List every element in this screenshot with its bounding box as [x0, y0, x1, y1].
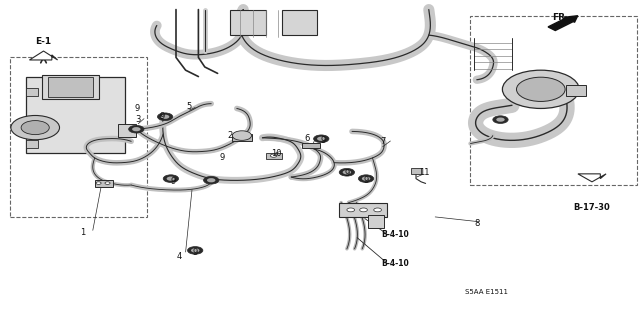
Text: 1: 1: [81, 228, 86, 237]
Circle shape: [11, 115, 60, 140]
Circle shape: [496, 117, 505, 122]
FancyBboxPatch shape: [118, 124, 136, 137]
FancyBboxPatch shape: [26, 140, 38, 148]
Text: E-1: E-1: [35, 37, 52, 46]
Text: 9: 9: [345, 169, 350, 178]
Circle shape: [362, 176, 371, 181]
Circle shape: [188, 247, 203, 254]
Circle shape: [271, 154, 277, 157]
Text: 8: 8: [474, 219, 479, 228]
Text: 9: 9: [135, 104, 140, 113]
Circle shape: [161, 115, 170, 119]
Text: S5AA E1511: S5AA E1511: [465, 289, 508, 295]
Circle shape: [314, 135, 329, 143]
Text: FR.: FR.: [552, 13, 568, 22]
Circle shape: [96, 182, 101, 184]
Text: 9: 9: [321, 136, 326, 145]
Circle shape: [207, 178, 216, 182]
Text: B-4-10: B-4-10: [381, 259, 408, 268]
Circle shape: [132, 127, 141, 131]
Circle shape: [204, 176, 219, 184]
FancyBboxPatch shape: [512, 77, 566, 105]
Text: 9: 9: [364, 176, 369, 185]
Text: B-17-30: B-17-30: [573, 203, 611, 212]
Text: 2: 2: [228, 131, 233, 140]
Circle shape: [129, 125, 144, 133]
Circle shape: [339, 168, 355, 176]
FancyBboxPatch shape: [230, 10, 266, 35]
Circle shape: [360, 208, 367, 212]
FancyBboxPatch shape: [48, 77, 93, 97]
Circle shape: [157, 113, 173, 121]
Text: 9: 9: [159, 112, 164, 121]
Bar: [10, 57, 147, 217]
Bar: [470, 16, 637, 185]
Circle shape: [191, 248, 200, 253]
FancyBboxPatch shape: [282, 10, 317, 35]
Circle shape: [317, 137, 326, 141]
Text: 7: 7: [380, 137, 385, 146]
FancyBboxPatch shape: [266, 153, 282, 159]
FancyBboxPatch shape: [302, 143, 320, 148]
FancyBboxPatch shape: [42, 75, 99, 99]
Circle shape: [493, 116, 508, 123]
Circle shape: [358, 175, 374, 182]
FancyBboxPatch shape: [411, 168, 421, 174]
Circle shape: [166, 176, 175, 181]
Polygon shape: [29, 51, 58, 60]
FancyBboxPatch shape: [26, 88, 38, 96]
Polygon shape: [578, 174, 606, 182]
Text: 10: 10: [271, 149, 282, 158]
Circle shape: [163, 175, 179, 182]
Circle shape: [21, 121, 49, 135]
Circle shape: [347, 208, 355, 212]
FancyBboxPatch shape: [26, 77, 125, 153]
Text: 11: 11: [419, 168, 429, 177]
Text: 5: 5: [186, 102, 191, 111]
Circle shape: [516, 77, 565, 101]
Text: 9: 9: [170, 177, 175, 186]
Circle shape: [502, 70, 579, 108]
Text: 3: 3: [135, 115, 140, 124]
FancyBboxPatch shape: [368, 215, 384, 228]
FancyBboxPatch shape: [232, 134, 252, 141]
FancyBboxPatch shape: [566, 85, 586, 96]
Text: 6: 6: [305, 134, 310, 143]
Circle shape: [374, 208, 381, 212]
Text: 4: 4: [177, 252, 182, 261]
Text: B-4-10: B-4-10: [381, 230, 408, 239]
Circle shape: [232, 131, 252, 140]
FancyBboxPatch shape: [339, 203, 387, 217]
FancyArrow shape: [548, 16, 578, 31]
Text: 9: 9: [220, 153, 225, 162]
FancyBboxPatch shape: [95, 180, 113, 187]
Text: 9: 9: [193, 248, 198, 256]
Circle shape: [342, 170, 351, 174]
Circle shape: [105, 182, 110, 184]
